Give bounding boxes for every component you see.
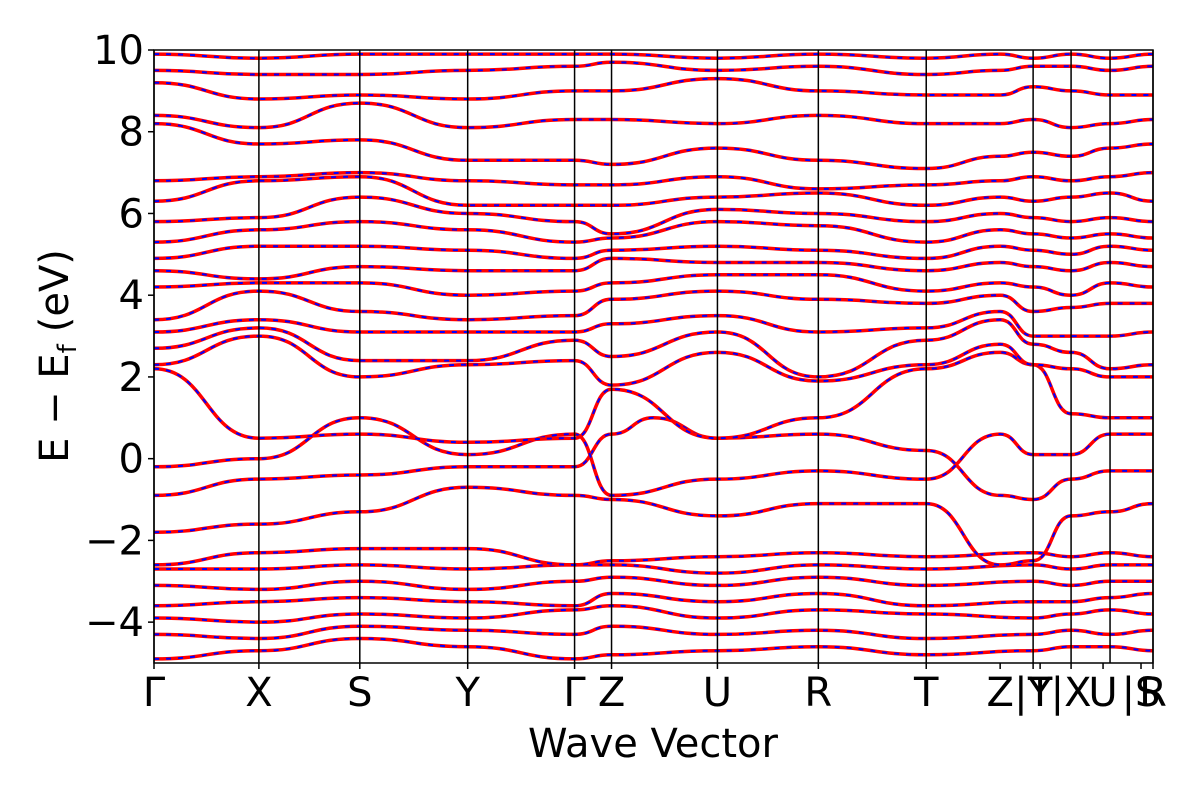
band-16-dft <box>154 256 1153 281</box>
x-tick-label: |X <box>1051 670 1092 716</box>
band-4-dft <box>154 575 1153 592</box>
y-tick-label: −4 <box>85 600 144 646</box>
band-13-dft <box>154 309 1153 338</box>
band-23-fit <box>154 102 1153 129</box>
band-5-fit <box>154 563 1153 575</box>
x-tick-label: |Y <box>1014 670 1052 716</box>
band-22-fit <box>154 122 1153 170</box>
x-tick-label: |S <box>1122 670 1161 716</box>
band-10-fit <box>154 351 1153 444</box>
band-14-dft <box>154 289 1153 322</box>
x-tick-label: U <box>703 670 732 716</box>
y-axis-label-main: E − E <box>32 353 78 463</box>
x-axis-label: Wave Vector <box>528 721 779 767</box>
band-25-dft <box>154 60 1153 77</box>
y-tick-label: 2 <box>119 355 144 401</box>
band-22-dft <box>154 121 1153 171</box>
band-15-dft <box>154 273 1153 297</box>
band-15-fit <box>154 273 1153 297</box>
x-tick-label: T <box>913 670 939 716</box>
y-tick-label: 10 <box>93 28 144 74</box>
band-1-dft <box>154 624 1153 641</box>
band-2-dft <box>154 604 1153 624</box>
x-tick-label: R <box>1139 670 1167 716</box>
band-11-fit <box>154 335 1153 387</box>
x-tick-label: X <box>245 670 272 716</box>
x-tick-label: Z <box>598 670 625 716</box>
band-9-fit <box>154 416 1153 497</box>
band-6-dft <box>154 546 1153 567</box>
band-8-fit <box>154 416 1153 501</box>
y-tick-label: −2 <box>85 518 144 564</box>
band-24-dft <box>154 76 1153 101</box>
band-8-dft <box>154 416 1153 502</box>
band-0-dft <box>154 636 1153 661</box>
band-20-fit <box>154 175 1153 207</box>
x-tick-label: Γ <box>143 670 166 716</box>
x-tick-label: U <box>1088 670 1117 716</box>
x-tick-label: R <box>804 670 832 716</box>
band-lines <box>154 52 1153 661</box>
x-tick-label: Y <box>454 670 480 716</box>
y-axis-label: E − Ef (eV) <box>32 249 83 463</box>
band-3-dft <box>154 591 1153 608</box>
band-10-dft <box>154 350 1153 445</box>
y-axis-label-unit: (eV) <box>32 249 78 332</box>
band-2-fit <box>154 604 1153 624</box>
x-axis-ticks: Γ X S Y Γ Z U R T Z |YT|XU |SR <box>143 663 1167 716</box>
y-axis-label-sub: f <box>53 343 83 353</box>
band-17-dft <box>154 244 1153 261</box>
x-tick-label: Γ <box>563 670 586 716</box>
x-tick-label: T <box>1027 670 1053 716</box>
band-9-dft <box>154 416 1153 498</box>
y-tick-label: 8 <box>119 110 144 156</box>
x-tick-label: S <box>347 670 372 716</box>
plot-frame <box>153 49 1154 664</box>
band-0-fit <box>154 637 1153 660</box>
x-tick-label: Z <box>986 670 1013 716</box>
high-symmetry-lines <box>153 50 1154 663</box>
band-6-fit <box>154 547 1153 566</box>
band-4-fit <box>154 576 1153 591</box>
band-23-dft <box>154 101 1153 130</box>
band-3-fit <box>154 592 1153 607</box>
band-12-fit <box>154 318 1153 378</box>
y-tick-label: 6 <box>119 191 144 237</box>
y-axis-ticks: −4 −2 0 2 4 6 8 10 <box>85 28 154 646</box>
band-1-fit <box>154 625 1153 640</box>
band-26-dft <box>154 52 1153 60</box>
y-tick-label: 0 <box>119 437 144 483</box>
y-tick-label: 4 <box>119 273 144 319</box>
